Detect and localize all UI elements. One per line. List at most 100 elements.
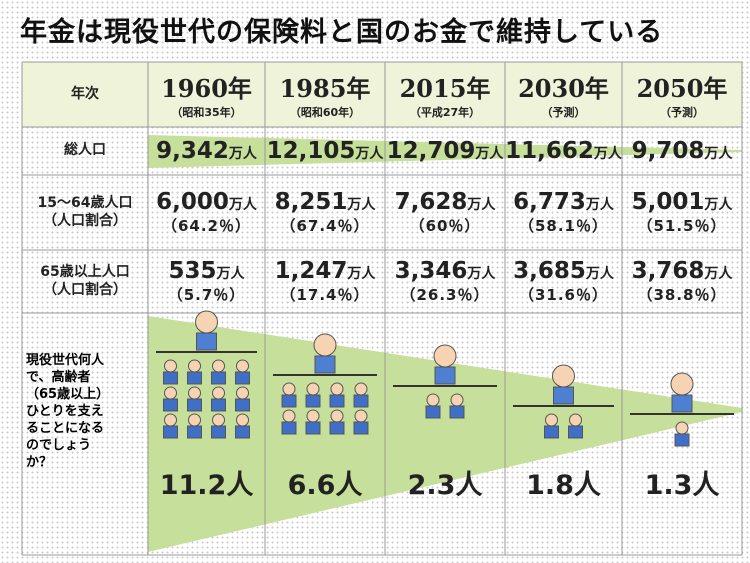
worker-head	[282, 382, 296, 396]
data-cell: 8,251万人 （67.4％）	[265, 175, 385, 250]
worker-body	[305, 394, 321, 408]
value-line: 11.2人	[160, 463, 254, 502]
worker-head	[212, 386, 225, 400]
unit: 万人	[593, 146, 622, 162]
label-line: 総人口	[64, 142, 106, 159]
value: 9,342	[156, 138, 229, 164]
worker-head	[164, 413, 177, 427]
wedge	[148, 135, 742, 168]
unit: 万人	[347, 266, 376, 282]
value-line: 9,708万人	[632, 138, 733, 164]
worker-head	[354, 382, 368, 396]
share: （60％）	[409, 217, 481, 235]
share: （51.5％）	[637, 217, 727, 235]
worker-body	[235, 425, 250, 439]
elder-head	[670, 372, 694, 396]
worker-head	[212, 413, 225, 427]
value-line: 1.3人	[645, 463, 720, 502]
value-line: 6,773万人	[513, 189, 614, 215]
value: 12,709	[386, 138, 476, 164]
value: 3,768	[631, 258, 705, 284]
worker-head	[675, 421, 689, 435]
year: 2050年	[636, 74, 728, 103]
value-line: 9,342万人	[156, 138, 257, 164]
elder-head	[552, 364, 575, 388]
value-line: 7,628万人	[395, 189, 496, 215]
elder-body	[434, 366, 456, 385]
year-note: （予測）	[541, 106, 586, 119]
worker-head	[212, 359, 225, 373]
worker-body	[211, 371, 226, 385]
data-cell: 11,662万人	[505, 127, 622, 175]
label-line: ることになる	[26, 421, 105, 436]
worker-body	[449, 405, 465, 419]
worker-head	[450, 393, 464, 407]
value-line: 12,709万人	[387, 138, 504, 164]
label-line: で、高齢者	[26, 370, 91, 385]
label-line: 65歳以上人口	[40, 264, 130, 280]
year-header: 1985年 （昭和60年）	[265, 62, 385, 127]
support-value: 2.3人	[385, 462, 505, 502]
value: 3,346	[394, 258, 468, 284]
value: 5,001	[631, 189, 705, 215]
row-label: 総人口	[22, 127, 148, 175]
data-cell: 6,773万人 （58.1％）	[505, 175, 622, 250]
share: （31.6％）	[518, 286, 608, 304]
value: 1,247	[274, 258, 348, 284]
worker-head	[569, 413, 582, 427]
data-cell: 3,346万人 （26.3％）	[385, 250, 505, 313]
support-value: 6.6人	[265, 462, 385, 502]
worker-head	[164, 386, 177, 400]
year-header: 2015年 （平成27年）	[385, 62, 505, 127]
elder-body	[196, 332, 217, 351]
unit: 人	[692, 469, 720, 501]
value: 8,251	[274, 189, 348, 215]
data-cell: 6,000万人 （64.2％）	[148, 175, 265, 250]
label-line: （人口割合）	[43, 212, 127, 229]
worker-body	[163, 398, 178, 412]
worker-head	[236, 386, 249, 400]
worker-body	[674, 433, 690, 447]
worker-head	[426, 393, 440, 407]
unit: 人	[335, 469, 363, 501]
label-line: （65歳以上）	[26, 387, 110, 402]
label-line: 15～64歳人口	[37, 195, 133, 211]
worker-head	[545, 413, 558, 427]
elder-head	[433, 344, 457, 368]
year: 2030年	[518, 74, 609, 103]
unit: 万人	[704, 266, 733, 282]
value: 6.6	[287, 469, 336, 501]
unit: 万人	[228, 197, 257, 213]
unit: 万人	[585, 197, 614, 213]
data-cell: 12,105万人	[265, 127, 385, 175]
unit: 人	[573, 469, 601, 501]
share: （58.1％）	[518, 217, 608, 235]
value-line: 535万人	[168, 258, 244, 284]
support-value: 1.3人	[622, 462, 742, 502]
year: 2015年	[399, 74, 491, 103]
value: 535	[168, 258, 217, 284]
data-cell: 1,247万人 （17.4％）	[265, 250, 385, 313]
unit: 万人	[216, 266, 245, 282]
worker-body	[544, 425, 559, 439]
value-line: 12,105万人	[267, 138, 384, 164]
unit: 万人	[475, 146, 504, 162]
data-cell: 9,342万人	[148, 127, 265, 175]
support-value: 11.2人	[148, 462, 265, 502]
worker-head	[164, 359, 177, 373]
value-line: 5,001万人	[632, 189, 733, 215]
value-line: 6,000万人	[156, 189, 257, 215]
data-cell: 5,001万人 （51.5％）	[622, 175, 742, 250]
label-line: 現役世代何人	[26, 353, 105, 368]
value-line: 1.8人	[526, 463, 601, 502]
data-cell: 12,709万人	[385, 127, 505, 175]
worker-body	[281, 394, 297, 408]
worker-body	[235, 398, 250, 412]
data-cell: 9,708万人	[622, 127, 742, 175]
unit: 万人	[228, 146, 257, 162]
worker-head	[306, 382, 320, 396]
label-line: か？	[26, 455, 53, 470]
value: 12,105	[266, 138, 356, 164]
label-line: （人口割合）	[43, 281, 127, 298]
